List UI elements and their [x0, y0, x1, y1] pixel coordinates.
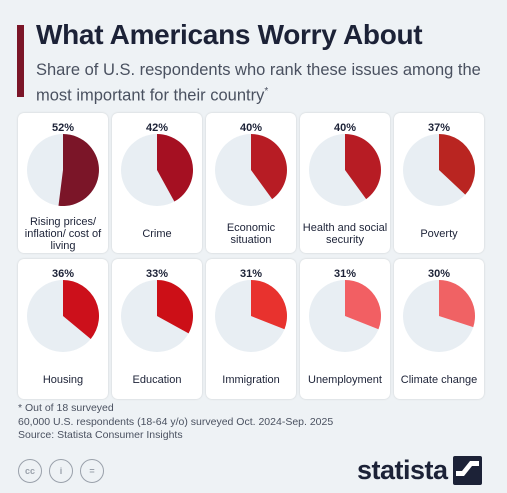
- pie-value-label: 36%: [51, 268, 75, 280]
- pie-category-label: Economic situation: [226, 222, 276, 246]
- title-accent-bar: [17, 25, 24, 97]
- license-icons: cc i =: [18, 459, 104, 483]
- pie-category-label: Crime: [142, 228, 172, 240]
- pie-slice: [251, 134, 287, 200]
- pie-slice: [439, 134, 475, 195]
- pie-value-label: 30%: [427, 268, 451, 280]
- subtitle-text: Share of U.S. respondents who rank these…: [36, 61, 481, 105]
- pie-category-label: Climate change: [400, 374, 478, 386]
- pie-slice: [63, 280, 99, 339]
- pie-category-label: Housing: [42, 374, 84, 386]
- pie-chart: [215, 280, 287, 352]
- pie-category-label: Health and social security: [302, 222, 388, 246]
- pie-card: 37% Poverty: [394, 113, 484, 253]
- pie-slice: [345, 280, 381, 330]
- pie-category-label: Education: [132, 374, 182, 386]
- pie-card: 40% Economic situation: [206, 113, 296, 253]
- pie-slice: [345, 134, 381, 200]
- pie-chart: [403, 134, 475, 206]
- footnote-surveyed: * Out of 18 surveyed: [18, 402, 114, 414]
- pie-value-label: 40%: [333, 122, 357, 134]
- pie-chart: [309, 280, 381, 352]
- footnote-respondents: 60,000 U.S. respondents (18-64 y/o) surv…: [18, 415, 334, 428]
- chart-title: What Americans Worry About: [36, 19, 423, 50]
- pie-slice: [58, 134, 99, 206]
- pie-category-label: Unemployment: [308, 374, 382, 386]
- pie-card: 52% Rising prices/ inflation/ cost of liv…: [18, 113, 108, 253]
- footnote-source: Source: Statista Consumer Insights: [18, 429, 183, 441]
- pie-value-label: 33%: [145, 268, 169, 280]
- pie-card: 31% Unemployment: [300, 259, 390, 399]
- pie-chart: [121, 280, 193, 352]
- pie-chart: [27, 280, 99, 352]
- pie-slice: [157, 280, 193, 334]
- statista-logo[interactable]: statista: [357, 455, 482, 486]
- attribution-icon[interactable]: i: [49, 459, 73, 483]
- pie-value-label: 42%: [145, 122, 169, 134]
- statista-logo-icon: [452, 456, 482, 485]
- pie-category-label: Rising prices/ inflation/ cost of living: [24, 216, 102, 252]
- pie-value-label: 40%: [239, 122, 263, 134]
- pie-card: 36% Housing: [18, 259, 108, 399]
- pie-chart: [27, 134, 99, 206]
- pie-value-label: 52%: [51, 122, 75, 134]
- creative-commons-icon[interactable]: cc: [18, 459, 42, 483]
- pie-card: 33% Education: [112, 259, 202, 399]
- pie-value-label: 31%: [333, 268, 357, 280]
- pie-card: 30% Climate change: [394, 259, 484, 399]
- pie-chart: [121, 134, 193, 206]
- no-derivatives-icon[interactable]: =: [80, 459, 104, 483]
- pie-chart: [403, 280, 475, 352]
- pie-slice: [251, 280, 287, 330]
- footnotes: * Out of 18 surveyed 60,000 U.S. respond…: [18, 402, 333, 443]
- pie-category-label: Immigration: [222, 374, 280, 386]
- pie-value-label: 31%: [239, 268, 263, 280]
- pie-card: 42% Crime: [112, 113, 202, 253]
- pie-chart: [309, 134, 381, 206]
- brand-name: statista: [357, 455, 448, 485]
- chart-subtitle: Share of U.S. respondents who rank these…: [36, 60, 496, 107]
- pie-slice: [439, 280, 475, 328]
- pie-chart: [215, 134, 287, 206]
- pie-slice: [157, 134, 193, 202]
- pie-card: 31% Immigration: [206, 259, 296, 399]
- subtitle-asterisk: *: [264, 86, 269, 97]
- pie-category-label: Poverty: [420, 228, 458, 240]
- pie-value-label: 37%: [427, 122, 451, 134]
- pie-card: 40% Health and social security: [300, 113, 390, 253]
